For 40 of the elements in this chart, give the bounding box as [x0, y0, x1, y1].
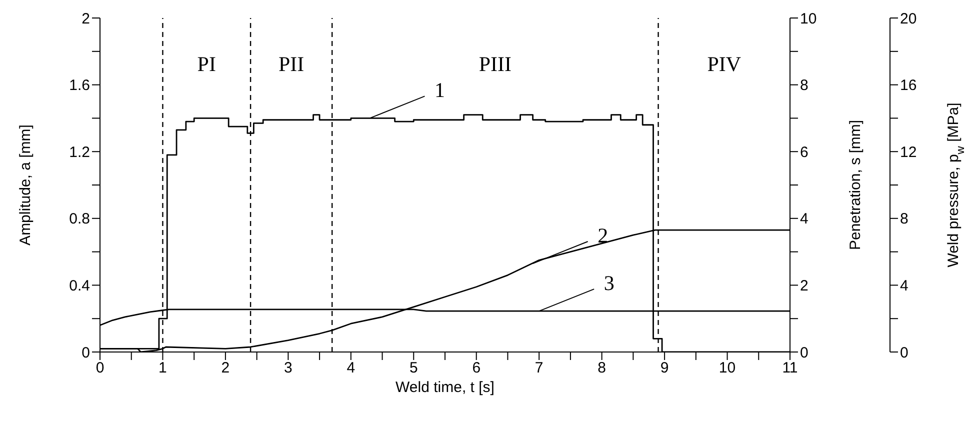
x-tick-label: 5: [409, 360, 418, 377]
y-tick-label: 0.8: [69, 210, 90, 228]
y-tick-label: 0.4: [69, 278, 90, 295]
y-tick-label: 1.2: [69, 144, 90, 161]
annotation: PIII: [478, 52, 512, 76]
x-tick-label: 8: [598, 360, 606, 377]
annotation: PIV: [707, 52, 742, 76]
y3-tick-label: 0: [900, 344, 908, 362]
y2-tick-label: 10: [800, 10, 817, 28]
x-tick-label: 9: [660, 360, 669, 377]
x-tick-label: 3: [284, 360, 292, 377]
y-axis-title: Amplitude, a [mm]: [17, 124, 34, 246]
annotation: PII: [278, 52, 304, 76]
y2-tick-label: 2: [800, 278, 808, 295]
x-tick-label: 11: [782, 360, 798, 377]
annotation: 2: [598, 223, 608, 248]
x-tick-label: 10: [718, 360, 736, 377]
y3-tick-label: 4: [900, 278, 908, 295]
x-tick-label: 0: [96, 360, 104, 377]
y-tick-label: 1.6: [69, 77, 90, 94]
y2-tick-label: 4: [800, 210, 808, 228]
annotation: 1: [434, 78, 445, 102]
x-tick-label: 7: [534, 360, 544, 377]
annotation: 3: [604, 270, 614, 295]
y3-tick-label: 16: [900, 77, 917, 94]
y2-axis-title: Penetration, s [mm]: [847, 120, 864, 250]
y-tick-label: 2: [82, 10, 90, 28]
x-tick-label: 4: [346, 360, 356, 377]
y3-tick-label: 12: [900, 144, 917, 161]
y2-tick-label: 6: [800, 144, 808, 161]
y3-tick-label: 20: [900, 10, 917, 28]
x-tick-label: 6: [472, 360, 481, 377]
x-tick-label: 2: [221, 360, 230, 377]
annotation: PI: [197, 52, 216, 76]
y2-tick-label: 8: [800, 77, 808, 94]
y3-tick-label: 8: [900, 210, 908, 228]
x-axis-title: Weld time, t [s]: [396, 379, 494, 396]
x-tick-label: 1: [158, 360, 167, 377]
y2-tick-label: 0: [800, 344, 808, 362]
y-tick-label: 0: [82, 344, 90, 362]
